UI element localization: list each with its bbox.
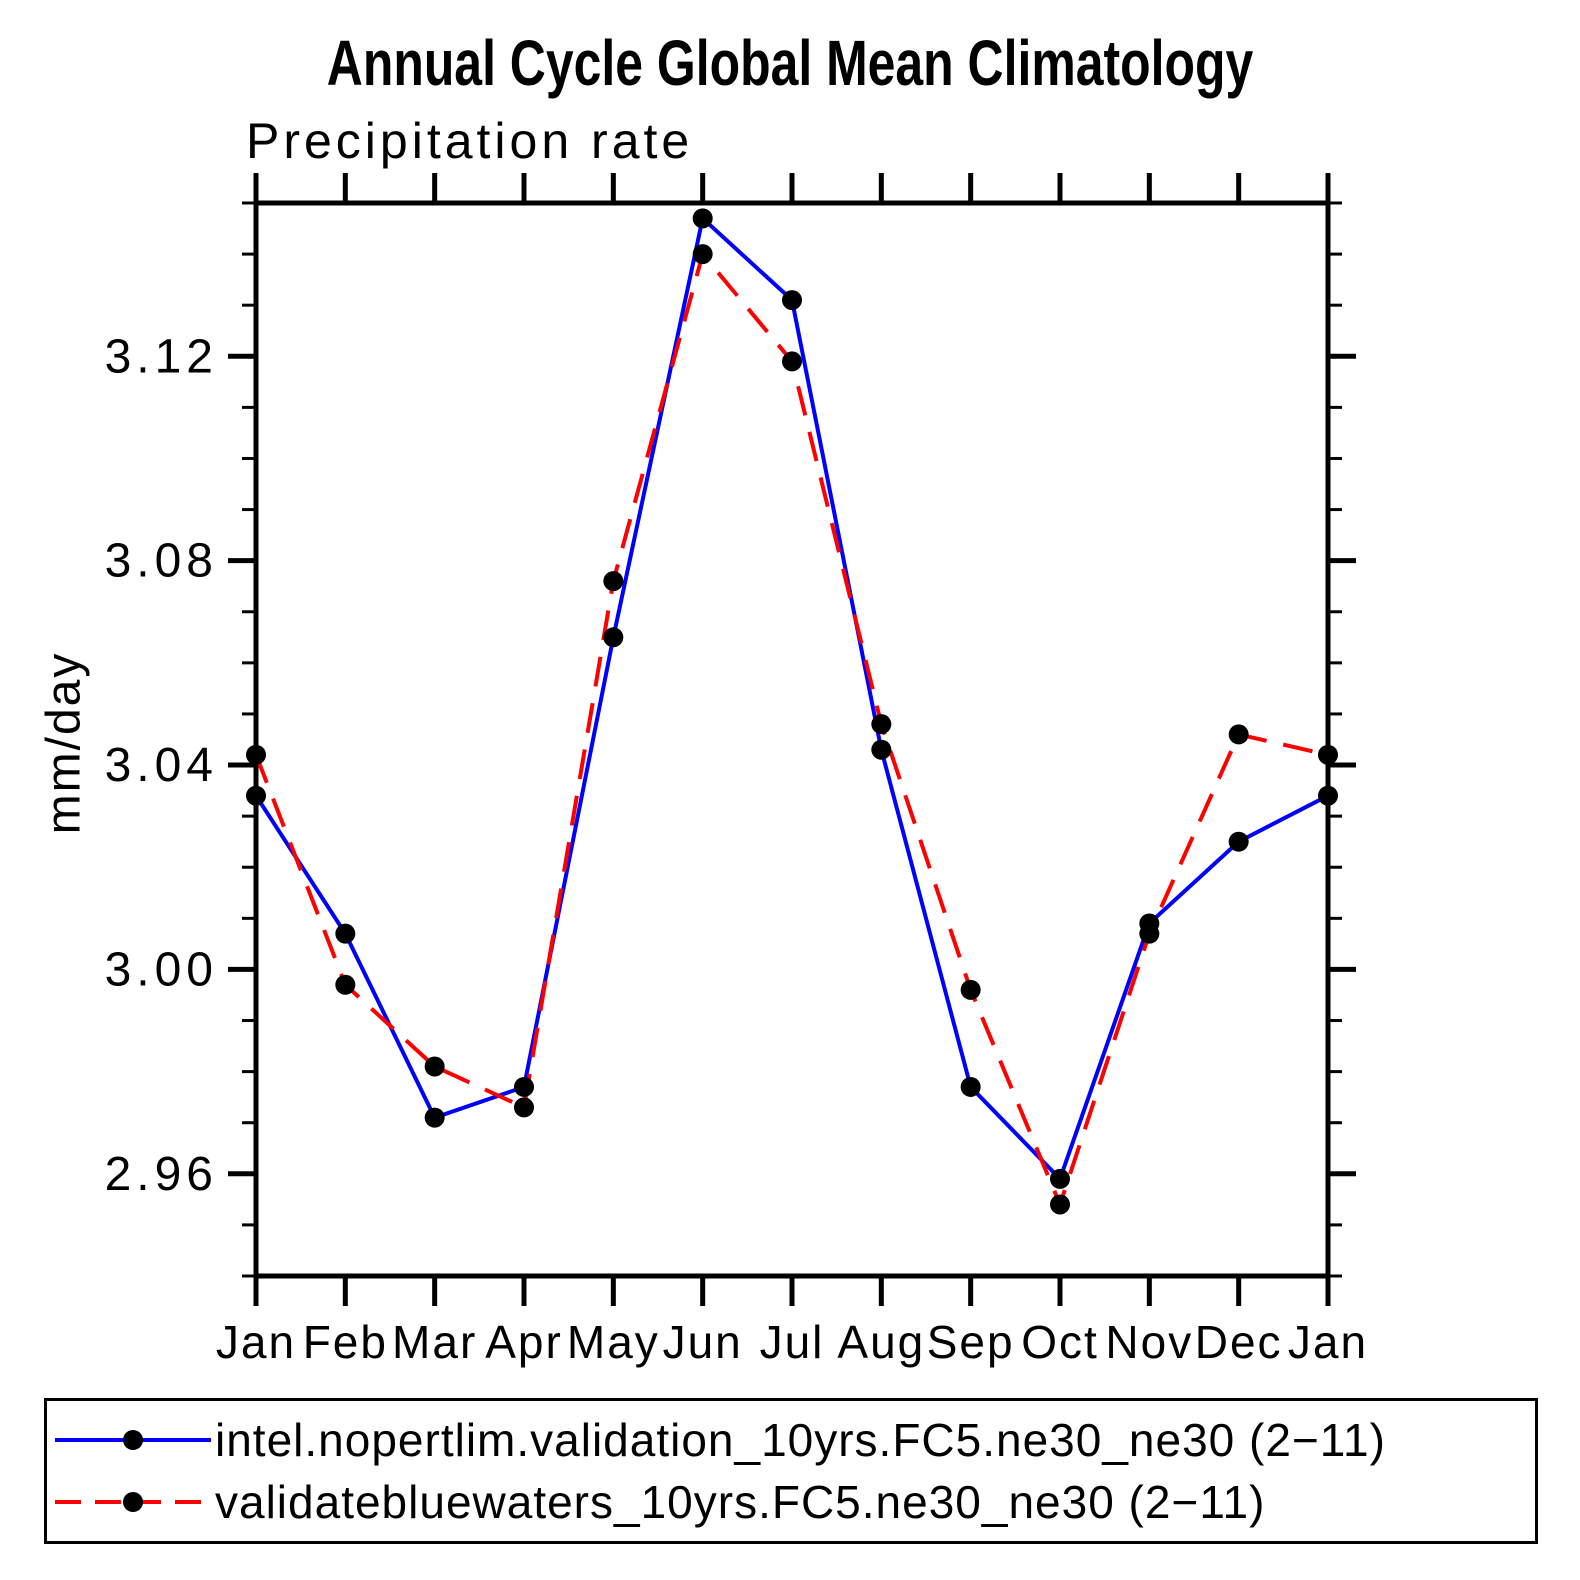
x-tick-label: Jan — [1288, 1316, 1368, 1368]
legend-row: intel.nopertlim.validation_10yrs.FC5.ne3… — [53, 1413, 1535, 1467]
plot-frame — [253, 200, 1331, 1279]
data-point-marker — [246, 744, 266, 765]
x-tick-label: Jul — [760, 1316, 825, 1368]
x-tick-label: Oct — [1021, 1316, 1099, 1368]
data-point-marker — [871, 739, 892, 760]
x-tick-label: Feb — [303, 1316, 388, 1368]
data-point-marker — [514, 1097, 534, 1118]
data-point-marker — [603, 627, 624, 648]
x-tick-label: Aug — [837, 1316, 925, 1368]
x-tick-label: Nov — [1105, 1316, 1193, 1368]
data-point-marker — [1228, 831, 1249, 852]
x-tick-label: Apr — [485, 1316, 563, 1368]
data-point-marker — [960, 979, 981, 1000]
legend-label: intel.nopertlim.validation_10yrs.FC5.ne3… — [215, 1414, 1386, 1466]
legend-marker — [123, 1492, 143, 1512]
data-point-marker — [514, 1076, 534, 1097]
x-tick-label: Mar — [392, 1316, 477, 1368]
data-point-marker — [335, 974, 356, 995]
data-point-marker — [1318, 744, 1338, 765]
legend-marker — [123, 1430, 143, 1450]
data-point-marker — [1050, 1168, 1070, 1189]
data-point-marker — [692, 244, 713, 265]
data-point-marker — [692, 208, 713, 229]
x-tick-label: May — [567, 1316, 660, 1368]
y-axis-label: mm/day — [37, 651, 91, 835]
legend: intel.nopertlim.validation_10yrs.FC5.ne3… — [44, 1398, 1538, 1544]
data-point-marker — [782, 351, 802, 372]
data-point-marker — [424, 1107, 445, 1128]
x-tick-label: Jan — [216, 1316, 296, 1368]
legend-line-sample — [55, 1492, 211, 1512]
chart-title: Annual Cycle Global Mean Climatology — [326, 27, 1254, 99]
y-tick-label: 3.00 — [105, 943, 218, 996]
data-point-marker — [960, 1076, 981, 1097]
data-point-marker — [1050, 1194, 1070, 1215]
x-tick-label: Jun — [663, 1316, 743, 1368]
y-tick-label: 3.12 — [105, 330, 218, 383]
legend-line-sample — [55, 1430, 211, 1450]
data-point-marker — [246, 785, 266, 806]
chart-subtitle: Precipitation rate — [246, 113, 694, 169]
data-point-marker — [603, 571, 624, 592]
legend-row: validatebluewaters_10yrs.FC5.ne30_ne30 (… — [53, 1475, 1535, 1529]
data-point-marker — [871, 714, 892, 735]
data-point-marker — [1318, 785, 1338, 806]
data-point-marker — [335, 923, 356, 944]
data-point-marker — [1139, 923, 1160, 944]
y-tick-label: 2.96 — [105, 1148, 218, 1201]
data-point-marker — [424, 1056, 445, 1077]
y-tick-label: 3.04 — [105, 739, 218, 792]
legend-label: validatebluewaters_10yrs.FC5.ne30_ne30 (… — [215, 1476, 1266, 1528]
data-point-marker — [1228, 724, 1249, 745]
data-point-marker — [782, 290, 802, 311]
x-tick-label: Dec — [1195, 1316, 1283, 1368]
series-line — [254, 249, 1329, 1211]
y-tick-label: 3.08 — [105, 535, 218, 588]
x-tick-label: Sep — [927, 1316, 1015, 1368]
